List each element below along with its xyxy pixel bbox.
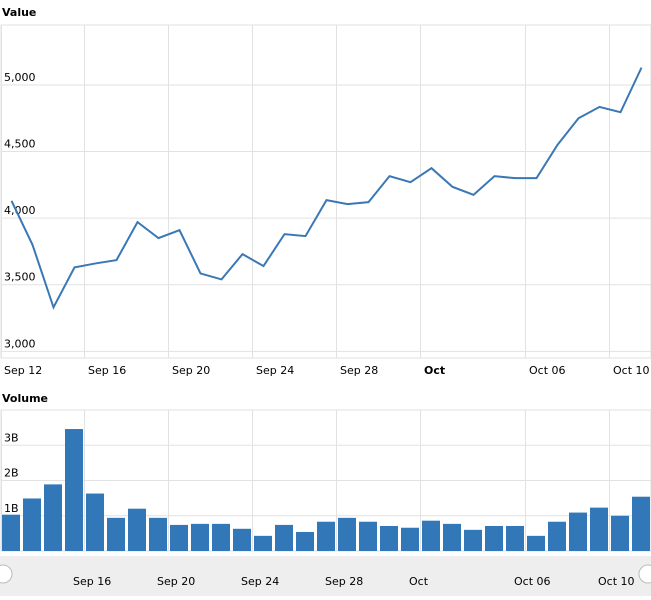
value-line <box>10 67 643 310</box>
volume-bar <box>254 535 272 551</box>
volume-bar <box>86 493 104 551</box>
x-tick-label: Oct 10 <box>613 364 650 377</box>
volume-bar <box>506 525 524 551</box>
scrollbar[interactable] <box>0 556 651 596</box>
plots: 3,000 3,500 4,000 4,500 5,000 Sep 12 Sep 16 Sep… <box>0 24 651 588</box>
volume-bar <box>317 521 335 551</box>
value-title: Value <box>2 6 36 19</box>
volume-bar <box>44 484 62 551</box>
y-tick-label: 3B <box>4 431 19 444</box>
x-tick-label: Sep 16 <box>88 364 126 377</box>
volume-bar <box>380 525 398 551</box>
y-tick-label: 2B <box>4 467 19 480</box>
x-tick-label: Sep 20 <box>172 364 210 377</box>
scrollbar-label: Oct 06 <box>514 575 551 588</box>
scrollbar-label: Sep 16 <box>73 575 111 588</box>
volume-bar <box>443 523 461 551</box>
volume-bar <box>212 523 230 551</box>
y-tick-label: 1B <box>4 502 19 515</box>
volume-bar <box>569 512 587 551</box>
volume-bar <box>422 520 440 551</box>
x-tick-label: Oct 06 <box>529 364 566 377</box>
scrollbar-label: Oct 10 <box>598 575 635 588</box>
volume-bar <box>191 523 209 551</box>
volume-bar <box>464 529 482 551</box>
volume-bar <box>590 507 608 551</box>
y-tick-label: 3,000 <box>4 337 36 350</box>
volume-bar <box>401 527 419 551</box>
volume-bar <box>275 524 293 551</box>
volume-bar <box>359 521 377 551</box>
scrollbar-label: Sep 20 <box>157 575 195 588</box>
y-tick-label: 5,000 <box>4 71 36 84</box>
volume-bar <box>338 517 356 551</box>
volume-bar <box>296 531 314 551</box>
scrollbar-label: Oct <box>409 575 429 588</box>
volume-bar <box>2 514 20 551</box>
x-tick-label: Sep 24 <box>256 364 294 377</box>
scrollbar-label: Sep 24 <box>241 575 279 588</box>
volume-bar <box>170 524 188 551</box>
y-tick-label: 4,500 <box>4 138 36 151</box>
scroll-handle-left[interactable] <box>0 564 13 584</box>
x-tick-label: Sep 12 <box>4 364 42 377</box>
volume-bar <box>65 429 83 551</box>
scroll-handle-right[interactable] <box>638 564 651 584</box>
volume-title: Volume <box>2 392 48 405</box>
volume-bar <box>632 496 650 551</box>
volume-bar <box>107 517 125 551</box>
volume-bar <box>527 535 545 551</box>
volume-bar <box>149 517 167 551</box>
y-tick-label: 3,500 <box>4 271 36 284</box>
volume-bar <box>233 528 251 551</box>
volume-bar <box>128 508 146 551</box>
x-tick-label: Oct <box>424 364 445 377</box>
scrollbar-label: Sep 28 <box>325 575 363 588</box>
volume-bar <box>485 525 503 551</box>
volume-bar <box>548 521 566 551</box>
plot-area <box>0 24 651 359</box>
volume-bar <box>23 498 41 551</box>
volume-bar <box>611 515 629 551</box>
x-tick-label: Sep 28 <box>340 364 378 377</box>
y-tick-label: 4,000 <box>4 204 36 217</box>
